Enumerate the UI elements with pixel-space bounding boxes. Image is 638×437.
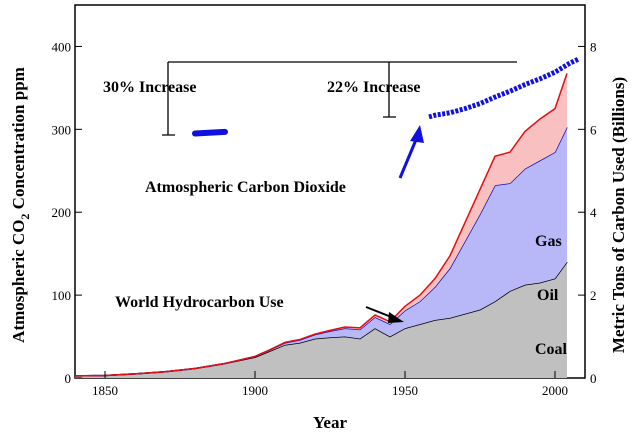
y-right-ticks: 0 2 4 6 8: [578, 39, 597, 386]
y-right-axis-title: Metric Tons of Carbon Used (Billions): [609, 77, 628, 353]
oil-label: Oil: [537, 287, 559, 304]
y-left-ticks: 0 100 200 300 400: [52, 39, 82, 386]
x-axis-title: Year: [313, 413, 347, 432]
y-right-tick-label: 0: [590, 371, 597, 386]
hydrocarbon-areas: [74, 73, 568, 378]
co2-arrow-line: [398, 134, 420, 179]
area-oil: [75, 127, 567, 376]
co2-annotation: Atmospheric Carbon Dioxide: [145, 179, 346, 196]
y-left-tick-label: 0: [65, 371, 72, 386]
increase-bracket: [162, 61, 517, 136]
co2-early-line: [192, 128, 228, 137]
y-left-tick-label: 400: [52, 39, 72, 54]
y-left-axis-title: Atmospheric CO2 Concentration ppm: [9, 67, 32, 343]
co2-modern-line: [428, 56, 581, 120]
y-right-tick-label: 8: [590, 39, 597, 54]
co2-series: [192, 56, 581, 137]
area-coal: [75, 261, 567, 378]
y-left-tick-label: 300: [52, 122, 72, 137]
increase-1-label: 30% Increase: [103, 79, 196, 96]
y-left-tick-label: 100: [52, 288, 72, 303]
y-right-tick-label: 2: [590, 288, 597, 303]
y-right-tick-label: 4: [590, 205, 597, 220]
hydro-arrow-head: [388, 312, 404, 323]
increase-2-label: 22% Increase: [327, 79, 420, 96]
coal-label: Coal: [535, 341, 568, 358]
area-gas: [75, 73, 567, 376]
gas-label: Gas: [535, 233, 562, 250]
y-left-tick-label: 200: [52, 205, 72, 220]
y-right-tick-label: 6: [590, 122, 597, 137]
x-tick-label: 1950: [392, 383, 418, 398]
line-gas: [74, 73, 568, 377]
x-tick-label: 2000: [542, 383, 568, 398]
hydro-annotation: World Hydrocarbon Use: [115, 294, 284, 311]
x-axis-ticks: 1850 1900 1950 2000: [92, 371, 568, 398]
x-tick-label: 1900: [242, 383, 268, 398]
co2-arrow-head: [410, 125, 424, 143]
x-tick-label: 1850: [92, 383, 118, 398]
